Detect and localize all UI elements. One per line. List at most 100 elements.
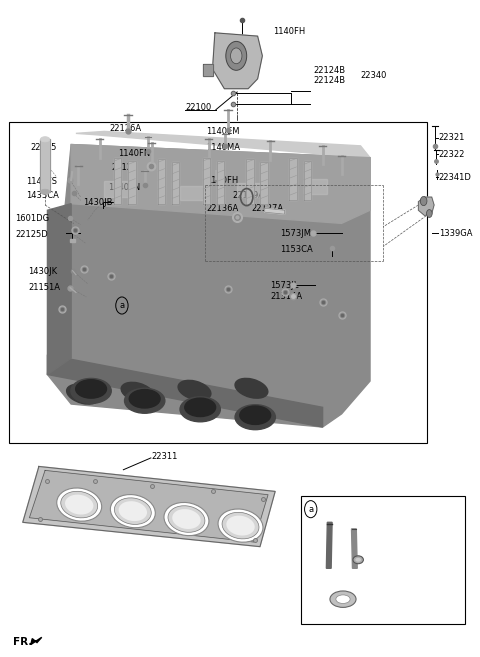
Polygon shape: [70, 239, 75, 242]
Ellipse shape: [124, 388, 165, 413]
Text: 1140EM: 1140EM: [206, 127, 240, 136]
Polygon shape: [203, 64, 213, 76]
Polygon shape: [29, 470, 268, 542]
Text: 21151A: 21151A: [28, 283, 60, 292]
Text: 22129A: 22129A: [232, 191, 264, 200]
Ellipse shape: [71, 378, 111, 403]
Ellipse shape: [65, 495, 94, 514]
Text: FR.: FR.: [13, 637, 33, 647]
Text: 1573JL: 1573JL: [270, 281, 299, 290]
Polygon shape: [304, 161, 311, 200]
Polygon shape: [104, 181, 133, 197]
Text: 1573JM: 1573JM: [280, 229, 311, 238]
Ellipse shape: [110, 495, 156, 528]
Text: 22341D: 22341D: [439, 173, 472, 182]
Text: 22114A: 22114A: [307, 513, 339, 522]
Polygon shape: [71, 145, 370, 223]
Text: 1433CA: 1433CA: [26, 191, 59, 200]
Text: 22321: 22321: [439, 133, 465, 143]
Bar: [301, 496, 465, 624]
Ellipse shape: [240, 406, 271, 424]
Bar: [10, 122, 427, 443]
Polygon shape: [326, 522, 332, 568]
Ellipse shape: [168, 506, 205, 532]
Text: 1153CA: 1153CA: [280, 245, 312, 254]
Text: 22135: 22135: [31, 143, 57, 152]
Ellipse shape: [76, 380, 107, 398]
Polygon shape: [172, 162, 180, 204]
Polygon shape: [213, 33, 263, 89]
Circle shape: [427, 210, 432, 217]
Polygon shape: [48, 145, 370, 427]
Text: 22311: 22311: [152, 452, 178, 461]
Text: a: a: [308, 505, 313, 514]
Polygon shape: [203, 158, 210, 204]
Text: 22112A: 22112A: [313, 605, 345, 614]
Ellipse shape: [336, 595, 350, 603]
Text: 22322: 22322: [439, 150, 465, 159]
Ellipse shape: [67, 384, 99, 404]
Polygon shape: [23, 466, 275, 547]
Text: 22340: 22340: [360, 71, 387, 80]
Text: 22126A: 22126A: [109, 124, 141, 133]
Ellipse shape: [164, 503, 209, 535]
Ellipse shape: [330, 591, 356, 607]
Ellipse shape: [227, 516, 255, 535]
Ellipse shape: [353, 556, 363, 564]
Ellipse shape: [235, 405, 276, 430]
Ellipse shape: [121, 382, 154, 402]
Text: 22115A: 22115A: [394, 532, 426, 541]
Ellipse shape: [180, 397, 220, 422]
Polygon shape: [128, 161, 136, 204]
Circle shape: [420, 196, 427, 206]
Text: 22113A: 22113A: [394, 545, 426, 555]
Text: 22124B: 22124B: [313, 66, 345, 75]
Text: 22129: 22129: [111, 163, 138, 172]
Polygon shape: [48, 204, 71, 374]
Polygon shape: [40, 139, 50, 192]
Text: 1140FN: 1140FN: [118, 148, 150, 158]
Text: 1140FS: 1140FS: [26, 177, 57, 187]
Text: 1140FH: 1140FH: [206, 176, 239, 185]
Polygon shape: [157, 159, 165, 204]
Ellipse shape: [119, 501, 147, 521]
Polygon shape: [264, 208, 285, 214]
Text: 1140MA: 1140MA: [206, 143, 240, 152]
Ellipse shape: [222, 512, 259, 539]
Polygon shape: [48, 355, 323, 427]
Ellipse shape: [185, 398, 216, 417]
Text: 22100: 22100: [185, 102, 211, 112]
Polygon shape: [289, 158, 297, 200]
Polygon shape: [76, 131, 370, 158]
Ellipse shape: [355, 558, 361, 562]
Ellipse shape: [57, 488, 102, 521]
Text: 1140FN: 1140FN: [108, 183, 141, 192]
Polygon shape: [217, 161, 224, 204]
Ellipse shape: [172, 509, 201, 529]
Ellipse shape: [129, 390, 160, 408]
Polygon shape: [261, 162, 268, 204]
Ellipse shape: [218, 509, 263, 542]
Circle shape: [226, 41, 247, 70]
Text: 22127A: 22127A: [252, 204, 284, 213]
Polygon shape: [114, 158, 121, 204]
Polygon shape: [180, 186, 204, 200]
Text: 22136A: 22136A: [206, 204, 239, 213]
Ellipse shape: [40, 189, 50, 194]
Circle shape: [230, 48, 242, 64]
Ellipse shape: [114, 498, 151, 524]
Text: 21314A: 21314A: [270, 292, 302, 302]
Text: a: a: [120, 301, 124, 310]
Polygon shape: [351, 529, 357, 568]
Polygon shape: [304, 179, 327, 194]
Text: 22124B: 22124B: [313, 76, 345, 85]
Text: 22125D: 22125D: [15, 230, 48, 239]
Text: 1601DG: 1601DG: [15, 214, 49, 223]
Text: 1430JK: 1430JK: [28, 267, 58, 277]
Polygon shape: [246, 159, 254, 204]
Text: 1430JB: 1430JB: [83, 198, 112, 207]
Polygon shape: [237, 183, 261, 197]
Text: 1339GA: 1339GA: [439, 229, 472, 238]
Ellipse shape: [178, 380, 211, 400]
Text: 1140FH: 1140FH: [273, 27, 305, 36]
